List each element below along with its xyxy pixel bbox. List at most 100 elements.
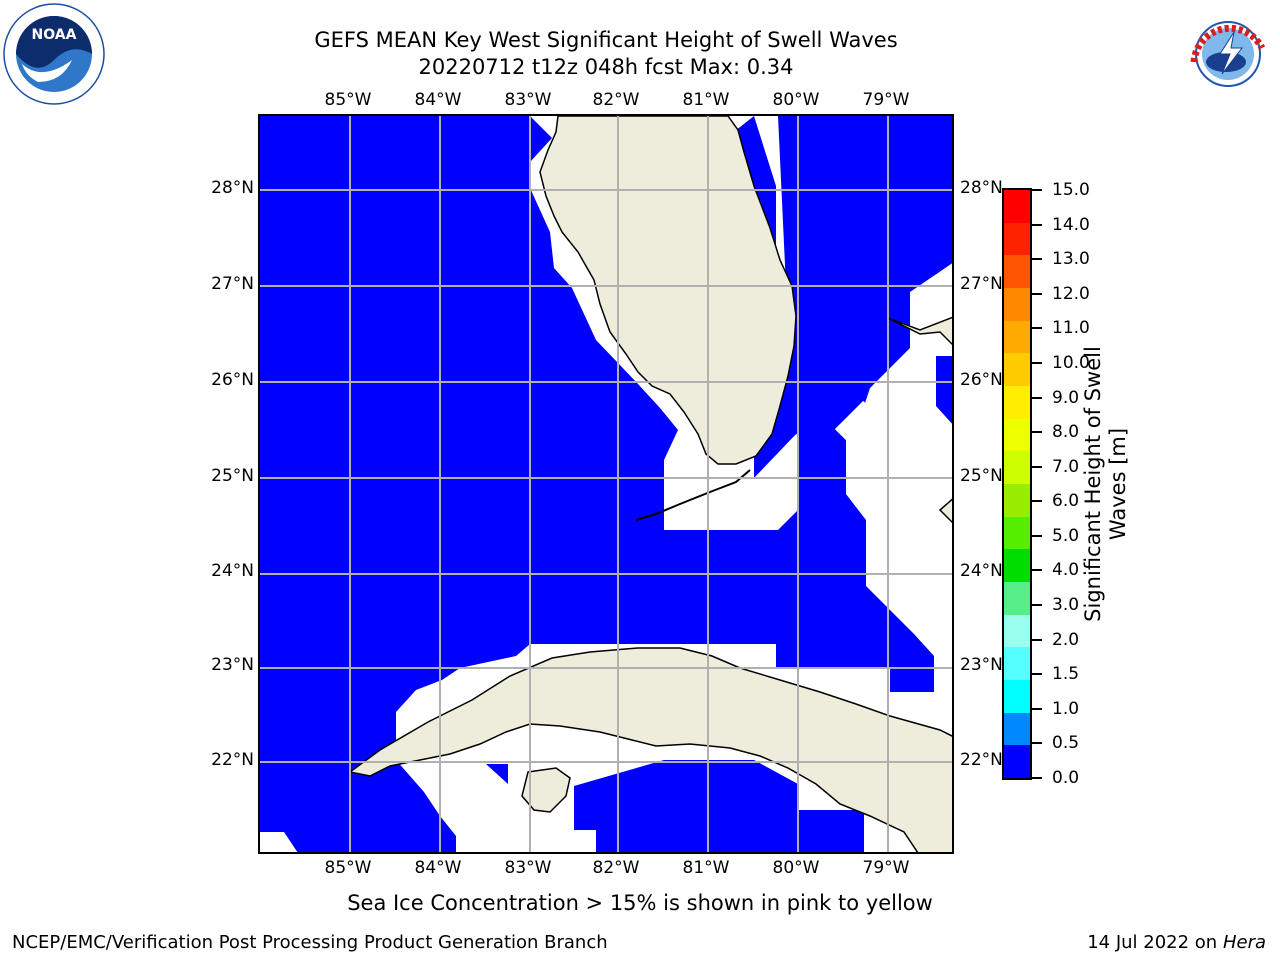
lon-label-top: 82°W [592, 90, 640, 110]
colorbar-label: 2.0 [1052, 629, 1080, 650]
cuba-land [348, 647, 952, 852]
lat-label-right: 24°N [960, 561, 1003, 581]
colorbar-tick [1032, 396, 1042, 399]
footer-date-text: 14 Jul 2022 on [1087, 932, 1223, 953]
lat-label-right: 28°N [960, 178, 1003, 198]
map-svg [260, 116, 952, 852]
lon-label-bottom: 79°W [862, 858, 910, 878]
graticule [260, 116, 952, 852]
colorbar-tick [1032, 431, 1042, 434]
colorbar-segment [1004, 549, 1030, 583]
colorbar-tick [1032, 673, 1042, 676]
lon-label-top: 80°W [772, 90, 820, 110]
florida-land [539, 116, 797, 465]
colorbar [1002, 188, 1032, 780]
lon-label-bottom: 82°W [592, 858, 640, 878]
colorbar-tick [1032, 638, 1042, 641]
colorbar-label: 12.0 [1052, 283, 1090, 304]
colorbar-label: 0.0 [1052, 768, 1080, 788]
chart-subtitle: 20220712 t12z 048h fcst Max: 0.34 [418, 55, 794, 79]
colorbar-label: 3.0 [1052, 595, 1080, 616]
lat-label-left: 25°N [211, 466, 254, 486]
lat-label-left: 24°N [211, 561, 254, 581]
colorbar-segment [1004, 255, 1030, 289]
chart-title: GEFS MEAN Key West Significant Height of… [314, 28, 898, 52]
colorbar-label: 5.0 [1052, 525, 1080, 546]
colorbar-label: 14.0 [1052, 214, 1090, 235]
lon-label-top: 83°W [504, 90, 552, 110]
colorbar-label: 4.0 [1052, 560, 1080, 581]
colorbar-segment [1004, 745, 1030, 779]
colorbar-label: 1.5 [1052, 664, 1080, 685]
lat-label-left: 23°N [211, 655, 254, 675]
colorbar-tick [1032, 258, 1042, 261]
colorbar-label: 8.0 [1052, 422, 1080, 443]
lon-label-bottom: 80°W [772, 858, 820, 878]
sea-ice-note: Sea Ice Concentration > 15% is shown in … [347, 891, 933, 915]
swell-field-south [486, 760, 864, 852]
map-panel [258, 114, 954, 854]
colorbar-tick [1032, 707, 1042, 710]
colorbar-label: 1.0 [1052, 698, 1080, 719]
colorbar-segment [1004, 353, 1030, 387]
colorbar-tick [1032, 292, 1042, 295]
footer-date: 14 Jul 2022 on Hera [1087, 932, 1266, 954]
colorbar-title-line2: Waves [m] [1106, 427, 1130, 541]
lat-label-left: 27°N [211, 274, 254, 294]
colorbar-title: Significant Height of Swell Waves [m] [1081, 334, 1131, 634]
lon-label-top: 85°W [324, 90, 372, 110]
colorbar-segment [1004, 418, 1030, 452]
no-data-patch [834, 400, 898, 464]
isle-of-youth [521, 767, 571, 813]
lat-label-right: 27°N [960, 274, 1003, 294]
colorbar-tick [1032, 500, 1042, 503]
footer-credit: NCEP/EMC/Verification Post Processing Pr… [12, 932, 608, 953]
colorbar-label: 13.0 [1052, 249, 1090, 270]
lat-label-left: 28°N [211, 178, 254, 198]
colorbar-label: 9.0 [1052, 387, 1080, 408]
lat-label-right: 22°N [960, 750, 1003, 770]
colorbar-segment [1004, 516, 1030, 550]
colorbar-tick [1032, 569, 1042, 572]
lon-label-top: 84°W [414, 90, 462, 110]
lat-label-left: 26°N [211, 370, 254, 390]
colorbar-label: 11.0 [1052, 318, 1090, 339]
florida-keys [635, 469, 751, 521]
lon-label-bottom: 85°W [324, 858, 372, 878]
colorbar-tick [1032, 534, 1042, 537]
colorbar-tick [1032, 777, 1042, 779]
colorbar-segment [1004, 222, 1030, 256]
colorbar-tick [1032, 327, 1042, 330]
bahamas-fragments [887, 316, 952, 524]
colorbar-segment [1004, 451, 1030, 485]
colorbar-segment [1004, 647, 1030, 681]
colorbar-segment [1004, 288, 1030, 322]
colorbar-label: 7.0 [1052, 456, 1080, 477]
colorbar-segment [1004, 680, 1030, 714]
colorbar-tick [1032, 189, 1042, 191]
lat-label-right: 25°N [960, 466, 1003, 486]
colorbar-segment [1004, 190, 1030, 224]
svg-text:NOAA: NOAA [32, 27, 77, 43]
colorbar-segment [1004, 386, 1030, 420]
colorbar-tick [1032, 742, 1042, 745]
colorbar-segment [1004, 582, 1030, 616]
colorbar-label: 15.0 [1052, 180, 1090, 200]
colorbar-segment [1004, 712, 1030, 746]
noaa-logo: NOAA [3, 3, 105, 105]
lon-label-bottom: 84°W [414, 858, 462, 878]
colorbar-segment [1004, 320, 1030, 354]
colorbar-label: 0.5 [1052, 733, 1080, 754]
colorbar-segment [1004, 614, 1030, 648]
lon-label-top: 81°W [682, 90, 730, 110]
colorbar-label: 10.0 [1052, 352, 1090, 373]
lon-label-bottom: 83°W [504, 858, 552, 878]
swell-field-east [754, 116, 952, 286]
nws-logo [1178, 4, 1278, 104]
lon-label-top: 79°W [862, 90, 910, 110]
lon-label-bottom: 81°W [682, 858, 730, 878]
footer-host: Hera [1222, 932, 1266, 953]
colorbar-label: 6.0 [1052, 491, 1080, 512]
colorbar-tick [1032, 223, 1042, 226]
colorbar-tick [1032, 361, 1042, 364]
